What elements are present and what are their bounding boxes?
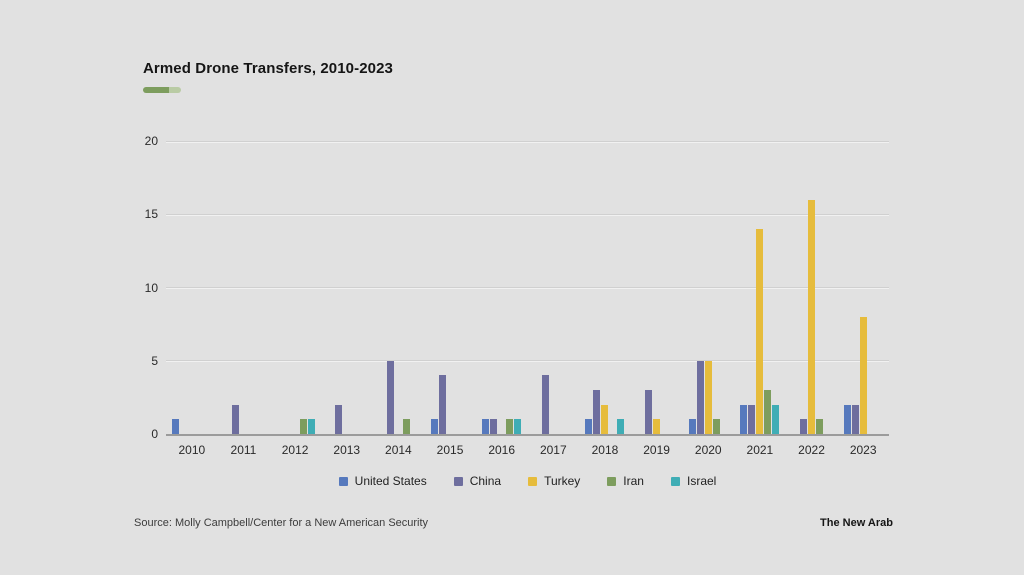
- bar-group-2022: [792, 141, 831, 434]
- legend-label: Turkey: [544, 474, 581, 488]
- legend-item-iran: Iran: [607, 474, 644, 488]
- x-axis-label: 2011: [230, 443, 257, 457]
- x-axis-label: 2022: [798, 443, 825, 457]
- bar-china-2018: [593, 390, 601, 434]
- legend-label: China: [469, 474, 502, 488]
- bar-group-2015: [430, 141, 470, 434]
- bar-group-2021: [740, 141, 780, 434]
- gridline: [166, 213, 889, 215]
- bar-china-2011: [231, 404, 239, 434]
- bar-china-2021: [748, 404, 756, 434]
- legend-item-china: China: [453, 474, 502, 488]
- legend-swatch: [670, 476, 680, 486]
- bar-united-states-2021: [740, 404, 748, 434]
- brand-text: The New Arab: [820, 517, 893, 529]
- y-axis-label: 5: [151, 353, 158, 368]
- bar-china-2023: [851, 404, 859, 434]
- x-axis-label: 2014: [385, 443, 412, 457]
- y-axis-label: 15: [144, 207, 158, 222]
- bar-iran-2022: [816, 419, 824, 434]
- source-text: Source: Molly Campbell/Center for a New …: [134, 517, 429, 529]
- bar-united-states-2016: [482, 419, 490, 434]
- y-axis-label: 20: [144, 134, 158, 148]
- bar-iran-2012: [299, 419, 307, 434]
- bar-group-2014: [379, 141, 418, 434]
- x-axis-label: 2023: [849, 443, 877, 457]
- legend-item-turkey: Turkey: [528, 474, 580, 488]
- bar-turkey-2021: [756, 228, 764, 434]
- legend-item-united-states: United States: [338, 474, 427, 488]
- bar-turkey-2018: [601, 404, 609, 434]
- y-axis-label: 0: [151, 427, 158, 441]
- x-axis-label: 2016: [488, 443, 516, 457]
- bar-china-2022: [800, 419, 808, 434]
- bar-turkey-2019: [653, 419, 661, 434]
- x-axis-label: 2018: [591, 443, 619, 457]
- bar-turkey-2022: [808, 199, 816, 434]
- bar-iran-2016: [506, 419, 514, 434]
- gridline: [166, 360, 889, 362]
- bar-turkey-2023: [859, 316, 867, 434]
- x-axis-label: 2015: [436, 443, 464, 457]
- bar-group-2011: [224, 141, 263, 434]
- x-axis-label: 2010: [178, 443, 206, 457]
- legend: United States China Turkey Iran Israel: [166, 474, 889, 488]
- legend-swatch: [528, 476, 538, 486]
- gridline: [166, 140, 889, 142]
- bar-iran-2014: [402, 419, 410, 434]
- bar-iran-2020: [712, 419, 720, 434]
- bar-group-2016: [482, 141, 522, 434]
- x-axis-label: 2017: [539, 443, 567, 457]
- x-axis-label: 2012: [281, 443, 309, 457]
- y-axis-label: 10: [144, 280, 158, 295]
- x-axis-label: 2021: [746, 443, 774, 457]
- bar-china-2019: [645, 390, 653, 434]
- bar-israel-2018: [617, 419, 625, 434]
- bar-group-2010: [172, 141, 211, 434]
- bar-group-2023: [843, 141, 883, 434]
- legend-item-israel: Israel: [670, 474, 717, 488]
- bar-china-2015: [438, 375, 446, 434]
- legend-swatch: [607, 476, 617, 486]
- plot-area: 0 5 10 15 20 2010 2011 2012 2013 2014 2015 2016 2017…: [145, 134, 889, 457]
- x-axis-label: 2020: [694, 443, 722, 457]
- bar-group-2012: [276, 141, 315, 434]
- chart-title: Armed Drone Transfers, 2010-2023: [143, 60, 393, 77]
- bar-china-2017: [541, 375, 549, 434]
- legend-swatch: [453, 476, 463, 486]
- x-axis-label: 2013: [333, 443, 361, 457]
- bar-iran-2021: [764, 390, 772, 434]
- title-underline: [143, 87, 181, 93]
- bar-united-states-2020: [688, 419, 696, 434]
- bar-united-states-2015: [430, 419, 438, 434]
- bar-group-2019: [637, 141, 676, 434]
- legend-swatch: [338, 476, 348, 486]
- bar-israel-2012: [307, 419, 315, 434]
- legend-label: Israel: [686, 474, 717, 488]
- bar-united-states-2023: [843, 404, 851, 434]
- bar-china-2013: [335, 404, 343, 434]
- legend-label: United States: [354, 474, 427, 488]
- bar-group-2020: [688, 141, 728, 434]
- bar-israel-2021: [772, 404, 780, 434]
- bar-turkey-2020: [704, 360, 712, 434]
- gridline: [166, 287, 889, 288]
- bar-china-2014: [386, 360, 394, 434]
- bar-group-2013: [327, 141, 366, 434]
- x-axis-label: 2019: [643, 443, 670, 457]
- bar-united-states-2010: [172, 419, 180, 434]
- bar-china-2020: [696, 360, 704, 434]
- bar-group-2018: [585, 141, 625, 434]
- legend-label: Iran: [623, 474, 644, 488]
- bar-united-states-2018: [585, 419, 593, 434]
- bar-israel-2016: [514, 419, 522, 434]
- bar-group-2017: [534, 141, 573, 434]
- bar-china-2016: [490, 419, 498, 434]
